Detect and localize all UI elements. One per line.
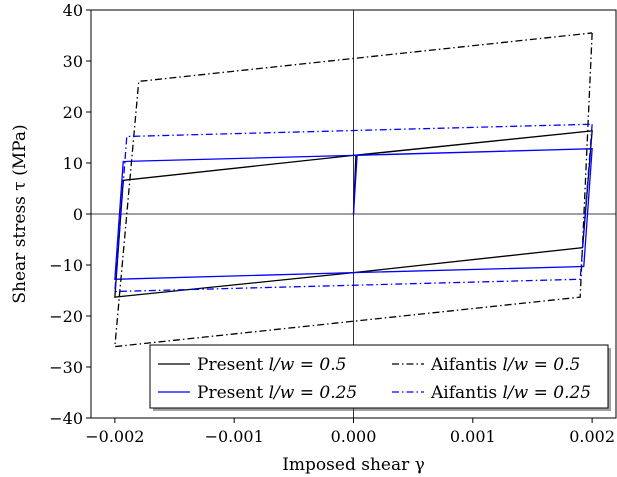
legend-label: Aifantis l/w = 0.5 [430, 355, 580, 375]
legend-label: Present l/w = 0.25 [197, 383, 357, 403]
x-tick-label: 0.000 [331, 427, 377, 446]
series-line-4 [114, 123, 593, 293]
y-tick-label: −40 [49, 409, 83, 428]
y-tick-label: 0 [73, 205, 83, 224]
y-tick-label: 20 [63, 103, 83, 122]
x-tick-label: 0.001 [450, 427, 496, 446]
y-tick-label: −10 [49, 256, 83, 275]
series-layer [114, 32, 593, 348]
legend-label: Aifantis l/w = 0.25 [430, 383, 591, 403]
y-tick-label: 40 [63, 1, 83, 20]
x-tick-label: −0.001 [205, 427, 264, 446]
series-line-3 [114, 32, 593, 348]
x-tick-label: −0.002 [85, 427, 144, 446]
legend-box [149, 344, 609, 409]
x-axis-label: Imposed shear γ [282, 455, 425, 475]
series-line-2 [114, 148, 593, 280]
y-tick-label: 30 [63, 52, 83, 71]
legend: Present l/w = 0.5 Aifantis l/w = 0.5 Prese… [149, 344, 611, 411]
legend-label: Present l/w = 0.5 [197, 355, 346, 375]
x-tick-label: 0.002 [569, 427, 615, 446]
y-tick-label: −30 [49, 358, 83, 377]
y-tick-label: −20 [49, 307, 83, 326]
y-tick-label: 10 [63, 154, 83, 173]
tick-layer: −0.002 −0.001 0.000 0.001 0.002 −40 −30 −20 −10 0… [49, 1, 615, 446]
y-axis-label: Shear stress τ (MPa) [10, 124, 30, 303]
